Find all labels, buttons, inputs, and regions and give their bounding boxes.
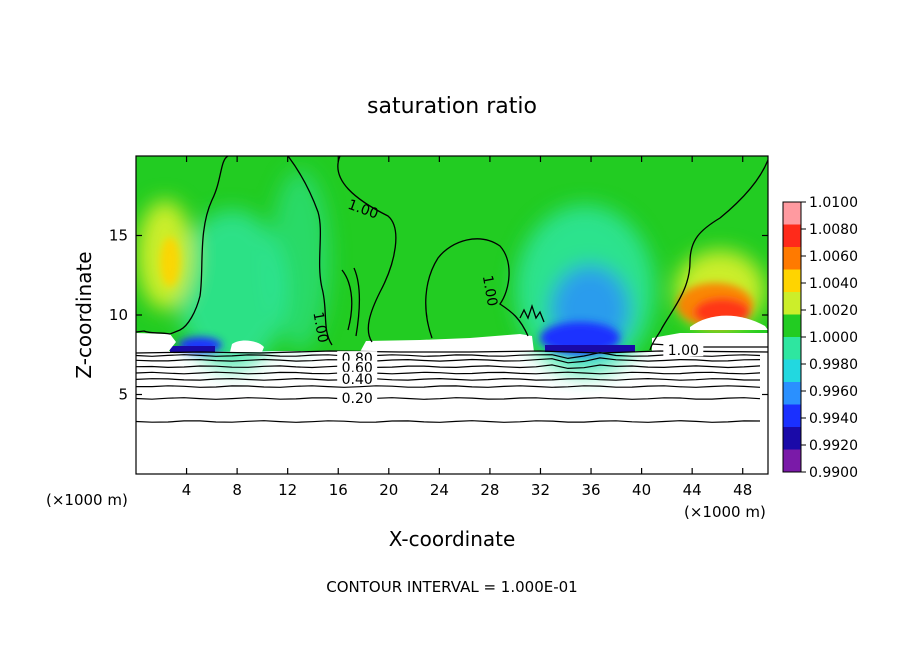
- colorbar-swatch: [783, 224, 801, 248]
- contour-label: 1.00: [309, 311, 330, 344]
- y-axis-ticks: 5 10 15: [109, 227, 768, 404]
- contour-1-00-west: [136, 156, 229, 335]
- contour-1-00-small: [341, 267, 361, 337]
- colorbar-swatch: [783, 427, 801, 450]
- cloud-patch-1: [230, 340, 264, 352]
- x-unit-right: (×1000 m): [684, 503, 766, 521]
- colorbar-tick-label: 0.9920: [809, 438, 858, 454]
- contour-level-line: [136, 397, 761, 400]
- colorbar-tick-label: 1.0020: [809, 303, 858, 319]
- contour-wiggle: [519, 303, 545, 323]
- x-tick-label: 16: [329, 481, 348, 499]
- x-tick-label: 40: [632, 481, 651, 499]
- x-tick-label: 24: [430, 481, 449, 499]
- x-tick-label: 12: [278, 481, 297, 499]
- colorbar-swatch: [783, 382, 801, 405]
- x-tick-label: 44: [683, 481, 702, 499]
- field-cyan-plume-mid: [270, 170, 330, 350]
- field-orange-west: [160, 237, 180, 287]
- colorbar-tick-label: 1.0060: [809, 249, 858, 265]
- contour-label-text: 0.40: [342, 372, 373, 388]
- contour-label-text: 0.20: [342, 391, 373, 407]
- contour-label: 1.00: [479, 274, 500, 307]
- y-tick-label: 5: [118, 386, 128, 404]
- cloud-patch-2: [360, 334, 534, 352]
- contour-level-line: [136, 351, 761, 360]
- contour-1-00-center: [287, 156, 333, 346]
- colorbar-tick-label: 0.9980: [809, 357, 858, 373]
- x-tick-label: 20: [379, 481, 398, 499]
- contour-label-text: 1.00: [479, 274, 500, 307]
- contour-level-line: [136, 371, 761, 375]
- contour-level-line: [136, 385, 761, 388]
- contour-level-line: [136, 420, 761, 423]
- colorbar-tick-label: 1.0100: [809, 195, 858, 211]
- colorbar-swatch: [783, 449, 801, 473]
- colorbar-swatch: [783, 314, 801, 338]
- contour-level-line: [136, 364, 761, 370]
- contour-label-bg: [663, 343, 704, 357]
- chart-title: saturation ratio: [367, 94, 537, 119]
- colorbar-tick-label: 1.0000: [809, 330, 858, 346]
- colorbar-swatch: [783, 292, 801, 315]
- x-tick-label: 8: [232, 481, 242, 499]
- colorbar-swatch: [783, 359, 801, 383]
- contour-lines: [136, 156, 768, 354]
- contour-1-00-mid: [337, 156, 397, 343]
- y-tick-label: 15: [109, 227, 128, 245]
- contour-label-text: 1.00: [309, 311, 330, 344]
- contour-label: 0.40: [337, 371, 378, 388]
- contour-label-bg: [337, 360, 378, 374]
- colorbar-swatch: [783, 337, 801, 360]
- x-tick-label: 36: [581, 481, 600, 499]
- x-axis-label: X-coordinate: [389, 527, 516, 551]
- contour-label-text: 1.00: [668, 343, 699, 359]
- colorbar-tick-label: 0.9900: [809, 465, 858, 481]
- colorbar-swatch: [783, 247, 801, 270]
- contour-level-line: [136, 357, 761, 364]
- x-tick-label: 28: [480, 481, 499, 499]
- x-unit-left: (×1000 m): [46, 491, 128, 509]
- colorbar-swatch: [783, 404, 801, 428]
- colorbar-tick-label: 1.0080: [809, 222, 858, 238]
- contour-labels: 1.001.001.001.000.800.600.400.20: [309, 197, 704, 407]
- contour-label: 1.00: [663, 343, 704, 359]
- x-tick-label: 32: [531, 481, 550, 499]
- field-navy-west: [170, 346, 215, 352]
- contour-label: 0.20: [337, 390, 378, 407]
- contour-1-00-bulge: [425, 238, 529, 339]
- footer-contour-interval: CONTOUR INTERVAL = 1.000E-01: [326, 578, 577, 596]
- horizontal-contours: [136, 351, 761, 423]
- contour-cloud-base: [136, 350, 768, 354]
- colorbar-tick-label: 0.9960: [809, 384, 858, 400]
- contour-label-bg: [337, 390, 378, 404]
- colorbar-swatch: [783, 269, 801, 293]
- contour-label-bg: [337, 371, 378, 385]
- y-tick-label: 10: [109, 306, 128, 324]
- field-navy-east: [545, 345, 635, 352]
- y-axis-label: Z-coordinate: [72, 251, 96, 378]
- colorbar-tick-label: 1.0040: [809, 276, 858, 292]
- contour-1-00-east: [649, 159, 768, 351]
- contour-level-line: [136, 377, 760, 381]
- x-tick-label: 48: [733, 481, 752, 499]
- colorbar: 1.0100 1.0080 1.0060 1.0040 1.0020 1.0000 0.99…: [782, 195, 858, 481]
- plot-area: 1.001.001.001.000.800.600.400.20: [136, 156, 768, 474]
- colorbar-tick-label: 0.9940: [809, 411, 858, 427]
- cloud-patch-east-top: [690, 315, 768, 330]
- colorbar-swatch: [783, 202, 801, 225]
- field-cyan-plume-west: [177, 210, 287, 370]
- x-axis-ticks: 4 8 12 16 20 24 28 32 36 40 44 48: [182, 156, 752, 499]
- cloud-patch-west: [136, 333, 176, 352]
- x-tick-label: 4: [182, 481, 192, 499]
